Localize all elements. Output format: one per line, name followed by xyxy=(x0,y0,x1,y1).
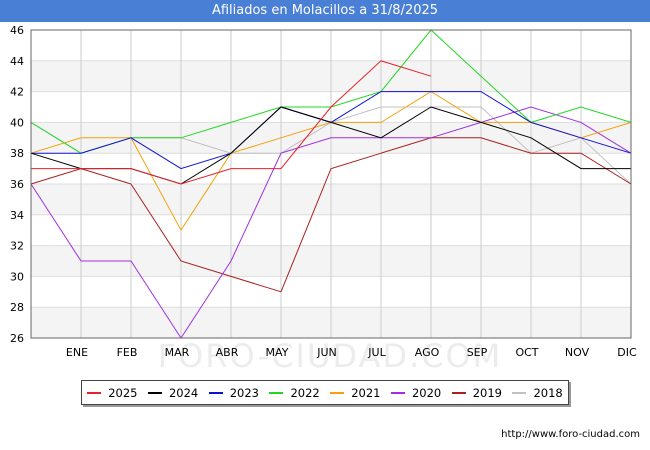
legend-item-2019: 2019 xyxy=(451,385,503,400)
legend-label: 2019 xyxy=(472,385,503,400)
legend-item-2024: 2024 xyxy=(147,385,199,400)
legend-label: 2023 xyxy=(229,385,260,400)
x-tick-label: DIC xyxy=(617,346,637,359)
legend-swatch xyxy=(147,391,162,394)
x-tick-label: NOV xyxy=(565,346,590,359)
legend-swatch xyxy=(451,391,466,394)
y-tick-label: 30 xyxy=(10,270,24,283)
legend: 2025 2024 2023 2022 2021 2020 2019 2018 xyxy=(81,380,569,405)
series-lines xyxy=(30,29,632,339)
x-tick-label: SEP xyxy=(467,346,488,359)
x-tick-label: JUL xyxy=(367,346,386,359)
series-line-2020 xyxy=(30,106,632,339)
y-tick-labels: 26 28 30 32 34 36 38 40 42 44 46 xyxy=(10,24,24,345)
legend-label: 2021 xyxy=(351,385,381,400)
x-tick-label: MAR xyxy=(165,346,190,359)
series-line-2019 xyxy=(30,137,632,293)
y-tick-label: 42 xyxy=(10,86,24,99)
legend-label: 2025 xyxy=(108,385,138,400)
y-tick-label: 32 xyxy=(10,240,24,253)
footer-url[interactable]: http://www.foro-ciudad.com xyxy=(501,429,640,440)
legend-item-2021: 2021 xyxy=(330,385,381,400)
watermark: FORO-CIUDAD.COM xyxy=(158,337,503,372)
legend-item-2018: 2018 xyxy=(512,385,563,400)
y-tick-label: 44 xyxy=(10,55,24,68)
legend-item-2022: 2022 xyxy=(269,385,320,400)
legend-label: 2020 xyxy=(411,385,442,400)
legend-swatch xyxy=(512,391,527,394)
legend-label: 2024 xyxy=(168,385,199,400)
y-tick-label: 34 xyxy=(10,209,24,222)
x-tick-label: JUN xyxy=(316,346,337,359)
line-chart: FORO-CIUDAD.COM 26 28 30 32 34 36 38 40 42 44 46 E… xyxy=(10,24,637,372)
x-tick-label: ABR xyxy=(216,346,239,359)
x-tick-label: MAY xyxy=(266,346,289,359)
y-tick-label: 36 xyxy=(10,178,24,191)
legend-swatch xyxy=(208,391,223,394)
series-line-2025 xyxy=(31,60,432,185)
legend-swatch xyxy=(330,391,345,394)
x-tick-label: ENE xyxy=(66,346,88,359)
y-tick-label: 38 xyxy=(10,147,24,160)
legend-label: 2018 xyxy=(533,385,563,400)
y-tick-label: 28 xyxy=(10,301,24,314)
legend-item-2025: 2025 xyxy=(87,385,138,400)
x-tick-label: AGO xyxy=(415,346,440,359)
legend-label: 2022 xyxy=(290,385,320,400)
x-tick-labels: ENE FEB MAR ABR MAY JUN JUL AGO SEP OCT NOV DIC xyxy=(66,346,637,359)
legend-item-2023: 2023 xyxy=(208,385,260,400)
legend-swatch xyxy=(269,391,284,394)
x-tick-label: FEB xyxy=(117,346,138,359)
y-tick-label: 26 xyxy=(10,332,24,345)
y-tick-label: 40 xyxy=(10,116,24,129)
y-tick-label: 46 xyxy=(10,24,24,37)
legend-item-2020: 2020 xyxy=(390,385,442,400)
x-tick-label: OCT xyxy=(515,346,538,359)
plot-frame xyxy=(30,29,632,339)
legend-swatch xyxy=(87,391,102,394)
chart-title: Afiliados en Molacillos a 31/8/2025 xyxy=(0,0,650,22)
legend-swatch xyxy=(390,391,405,394)
